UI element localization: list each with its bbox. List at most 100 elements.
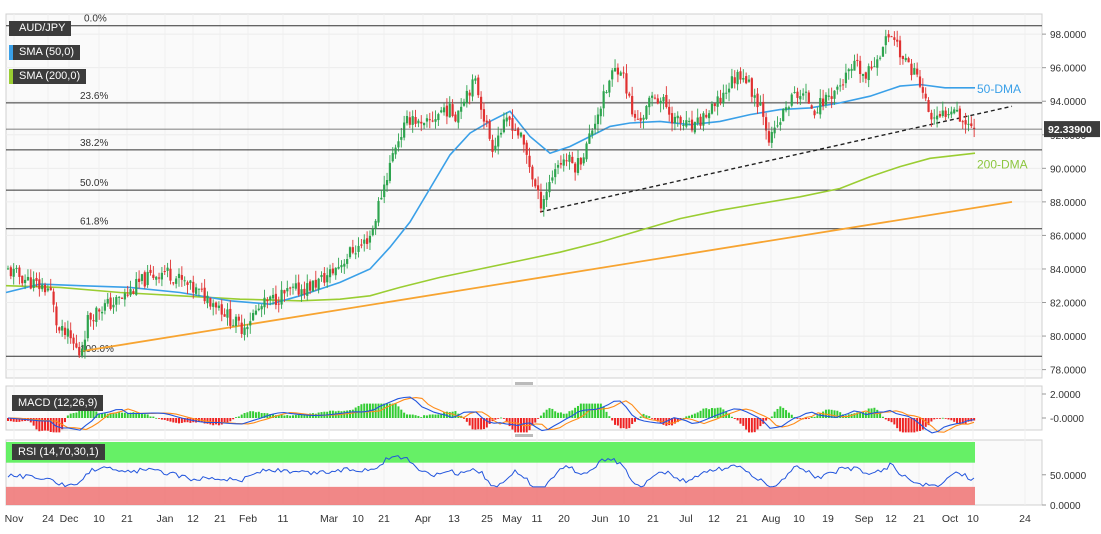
symbol-label[interactable]: AUD/JPY: [9, 21, 72, 36]
candle-body: [816, 112, 819, 114]
candle-body: [921, 87, 924, 93]
candle-body: [973, 127, 976, 130]
candle-body: [468, 92, 471, 96]
macd-hist-bar: [132, 412, 135, 418]
candle-body: [861, 73, 865, 76]
candle-body: [83, 339, 87, 351]
macd-hist-bar: [713, 408, 716, 418]
macd-hist-bar: [451, 411, 454, 418]
macd-hist-bar: [887, 418, 890, 422]
candle-body: [955, 109, 959, 112]
candle-body: [408, 117, 411, 125]
macd-hist-bar: [35, 418, 38, 430]
candle-body: [562, 159, 565, 166]
candle-body: [271, 294, 275, 299]
candle-body: [309, 281, 312, 291]
rsi-label[interactable]: RSI (14,70,30,1): [12, 444, 105, 460]
candle-body: [166, 267, 169, 271]
candle-body: [594, 123, 597, 129]
candle-body: [839, 85, 842, 87]
x-tick-label: 24: [1019, 513, 1031, 525]
macd-hist-bar: [474, 418, 477, 430]
candle-body: [531, 166, 534, 180]
candle-body: [716, 96, 719, 107]
candle-body: [802, 93, 805, 96]
macd-hist-bar: [879, 413, 882, 418]
candle-body: [953, 109, 956, 114]
macd-hist-bar: [571, 410, 574, 418]
candle-body: [92, 320, 95, 322]
candle-body: [682, 125, 685, 127]
macd-hist-bar: [254, 412, 257, 418]
macd-hist-bar: [425, 415, 428, 418]
candle-body: [15, 267, 18, 269]
macd-hist-bar: [140, 413, 143, 418]
candle-body: [616, 67, 619, 75]
macd-hist-bar: [708, 409, 711, 418]
candle-body: [146, 271, 149, 286]
candle-body: [873, 66, 876, 68]
macd-hist-bar: [482, 418, 485, 430]
candle-body: [804, 91, 808, 93]
sma200-legend[interactable]: SMA (200,0): [9, 69, 87, 84]
candle-body: [346, 258, 349, 264]
candle-body: [49, 287, 52, 291]
candle-body: [579, 157, 582, 165]
candle-body: [434, 119, 437, 122]
macd-hist-bar: [719, 407, 722, 418]
macd-hist-bar: [676, 418, 679, 423]
candle-body: [286, 288, 289, 292]
macd-hist-bar: [226, 418, 229, 423]
macd-hist-bar: [884, 418, 887, 420]
macd-hist-bar: [488, 418, 491, 424]
macd-hist-bar: [388, 403, 391, 418]
candle-body: [890, 36, 893, 38]
candle-body: [628, 93, 631, 96]
candle-body: [206, 295, 209, 304]
macd-hist-bar: [52, 418, 55, 433]
macd-hist-bar: [602, 406, 605, 418]
candle-body: [280, 289, 283, 305]
candle-body: [670, 113, 674, 124]
candle-body: [517, 128, 520, 136]
candle-body: [98, 309, 101, 312]
candle-body: [619, 72, 622, 76]
macd-hist-bar: [118, 412, 121, 418]
macd-hist-bar: [537, 418, 540, 419]
macd-hist-bar: [673, 418, 676, 424]
candle-body: [471, 79, 474, 97]
sma50-legend[interactable]: SMA (50,0): [9, 45, 81, 60]
candle-body: [442, 107, 446, 113]
y-tick-label: 96.0000: [1050, 64, 1087, 75]
rsi-label-text: RSI (14,70,30,1): [18, 446, 99, 458]
macd-hist-bar: [163, 418, 166, 420]
macd-hist-bar: [685, 416, 688, 418]
macd-hist-bar: [403, 412, 406, 418]
candle-body: [41, 284, 44, 290]
macd-hist-bar: [183, 418, 186, 423]
macd-hist-bar: [938, 418, 941, 419]
x-tick-label: Jul: [679, 513, 692, 525]
macd-hist-bar: [64, 418, 66, 423]
macd-hist-bar: [728, 413, 731, 418]
macd-hist-bar: [904, 418, 907, 433]
macd-hist-bar: [500, 417, 503, 419]
macd-hist-bar: [511, 418, 514, 430]
macd-hist-bar: [702, 408, 705, 418]
candle-body: [263, 297, 266, 308]
candle-body: [699, 116, 702, 126]
macd-hist-bar: [953, 418, 956, 422]
macd-hist-bar: [445, 411, 448, 418]
candle-body: [260, 306, 263, 310]
x-tick-label: Jan: [157, 513, 174, 525]
candle-body: [297, 282, 300, 295]
candle-body: [708, 113, 711, 119]
macd-hist-bar: [799, 418, 802, 419]
macd-hist-bar: [414, 415, 417, 418]
x-tick-label: 13: [448, 513, 460, 525]
candle-body: [197, 288, 201, 290]
macd-hist-bar: [545, 409, 548, 418]
candle-body: [918, 76, 922, 87]
macd-label[interactable]: MACD (12,26,9): [12, 395, 104, 411]
candle-body: [237, 316, 240, 321]
